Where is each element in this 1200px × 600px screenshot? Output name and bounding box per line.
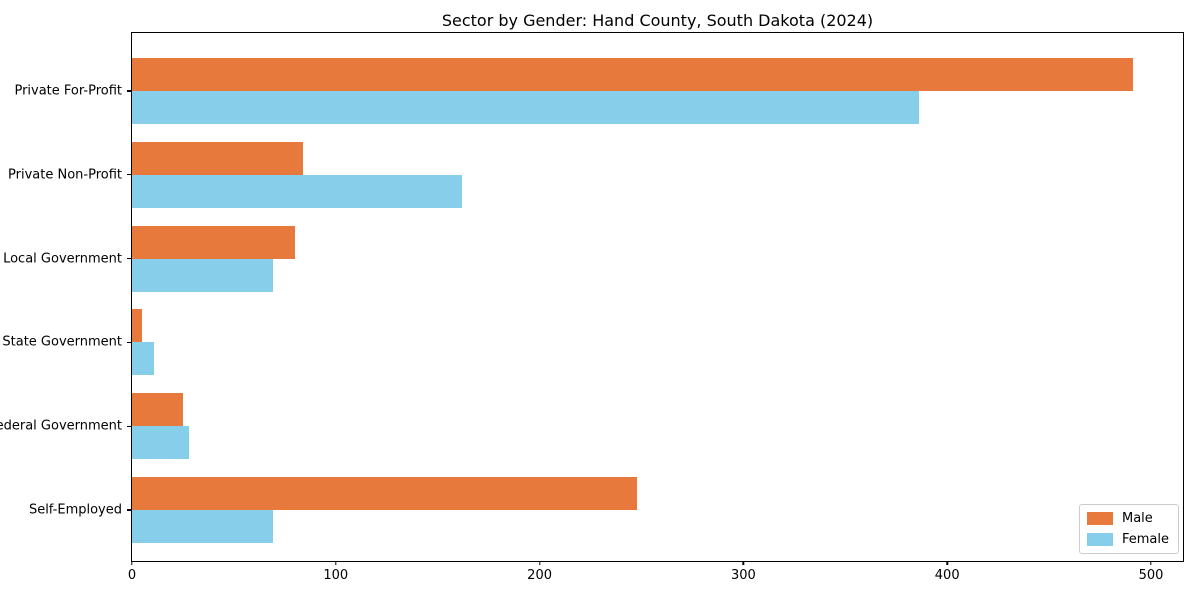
x-tick-label-300: 300 bbox=[730, 568, 756, 583]
x-tick-label-500: 500 bbox=[1138, 568, 1164, 583]
y-tick-label-private-non-profit: Private Non-Profit bbox=[8, 167, 122, 183]
bar-male-private-non-profit bbox=[132, 141, 304, 175]
legend-item-female: Female bbox=[1086, 532, 1169, 547]
x-tick-label-200: 200 bbox=[527, 568, 553, 583]
legend-swatch-male bbox=[1086, 512, 1113, 525]
x-tick-mark bbox=[1150, 561, 1152, 565]
legend-label-female: Female bbox=[1121, 532, 1169, 547]
y-tick-mark bbox=[127, 509, 131, 511]
bar-female-private-for-profit bbox=[132, 91, 919, 124]
bar-female-private-non-profit bbox=[132, 174, 463, 208]
x-tick-label-400: 400 bbox=[934, 568, 960, 583]
bar-male-state-government bbox=[132, 309, 143, 343]
y-tick-label-local-government: Local Government bbox=[3, 251, 122, 267]
bar-female-state-government bbox=[132, 342, 155, 376]
bar-male-federal-government bbox=[132, 393, 183, 427]
x-tick-mark bbox=[335, 561, 337, 565]
y-tick-mark bbox=[127, 90, 131, 92]
y-tick-label-state-government: State Government bbox=[2, 334, 122, 350]
y-tick-mark bbox=[127, 257, 131, 260]
bar-male-self-employed bbox=[132, 477, 638, 510]
y-tick-mark bbox=[127, 341, 131, 344]
x-tick-mark bbox=[131, 561, 133, 565]
chart-title: Sector by Gender: Hand County, South Dak… bbox=[441, 11, 874, 30]
x-tick-mark bbox=[742, 561, 745, 565]
y-tick-mark bbox=[127, 174, 131, 176]
legend: Male Female bbox=[1078, 504, 1179, 554]
legend-item-male: Male bbox=[1086, 511, 1169, 526]
bar-female-self-employed bbox=[132, 510, 273, 543]
y-tick-label-self-employed: Self-Employed bbox=[28, 502, 122, 518]
bar-female-local-government bbox=[132, 258, 273, 292]
y-tick-label-federal-government: Federal Government bbox=[0, 418, 122, 434]
x-tick-mark bbox=[538, 561, 541, 565]
bar-female-federal-government bbox=[132, 426, 190, 460]
y-tick-mark bbox=[127, 425, 131, 427]
bar-male-private-for-profit bbox=[132, 58, 1133, 91]
x-tick-label-0: 0 bbox=[127, 568, 137, 583]
x-tick-mark bbox=[946, 561, 948, 565]
y-tick-label-private-for-profit: Private For-Profit bbox=[14, 83, 122, 99]
legend-label-male: Male bbox=[1121, 511, 1153, 526]
x-tick-label-100: 100 bbox=[323, 568, 349, 583]
plot-area: Private For-Profit Private Non-Profit Loca… bbox=[0, 32, 1184, 583]
bar-male-local-government bbox=[132, 225, 296, 259]
legend-swatch-female bbox=[1086, 533, 1113, 546]
